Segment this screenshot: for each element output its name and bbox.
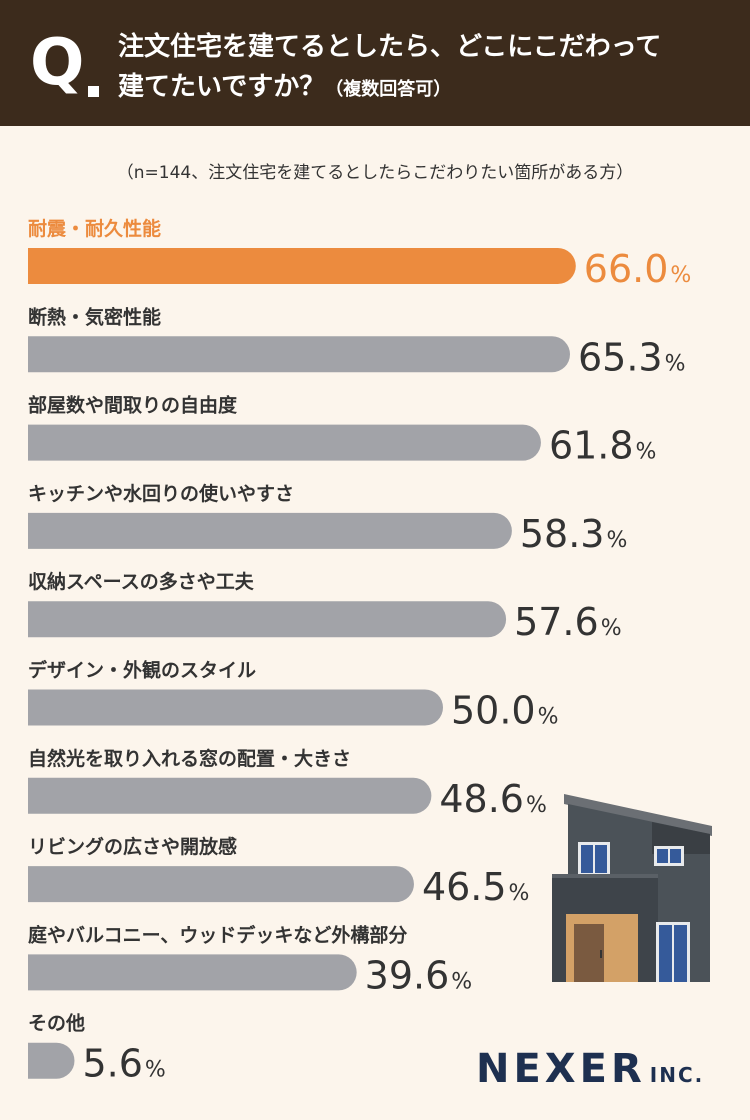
question-header: Q 注文住宅を建てるとしたら、どこにこだわって 建てたいですか？（複数回答可） bbox=[0, 0, 750, 126]
bar bbox=[28, 1042, 75, 1079]
bar-category-label: その他 bbox=[28, 1012, 85, 1035]
bar bbox=[28, 248, 576, 284]
bar-category-label: 断熱・気密性能 bbox=[28, 305, 161, 328]
bar-category-label: リビングの広さや開放感 bbox=[28, 835, 237, 858]
bar-value-label: 57.6% bbox=[514, 600, 622, 644]
bar bbox=[28, 866, 414, 903]
bar-category-label: デザイン・外観のスタイル bbox=[28, 659, 256, 682]
bar bbox=[28, 336, 570, 373]
bar-category-label: 庭やバルコニー、ウッドデッキなど外構部分 bbox=[28, 923, 407, 946]
bar bbox=[28, 424, 541, 461]
bar-value-label: 39.6% bbox=[365, 953, 473, 997]
logo-main: NEXER bbox=[476, 1046, 646, 1092]
bar bbox=[28, 601, 507, 638]
bar-value-label: 61.8% bbox=[549, 424, 657, 468]
bar bbox=[28, 512, 512, 549]
bar-value-label: 66.0% bbox=[584, 247, 692, 291]
bar-category-label: 収納スペースの多さや工夫 bbox=[28, 570, 255, 593]
question-note: （複数回答可） bbox=[325, 79, 452, 100]
bar-category-label: 部屋数や間取りの自由度 bbox=[28, 394, 238, 417]
bar-value-label: 48.6% bbox=[439, 777, 547, 821]
bar-category-label: 自然光を取り入れる窓の配置・大きさ bbox=[28, 747, 351, 770]
bar-category-label: キッチンや水回りの使いやすさ bbox=[28, 483, 294, 505]
logo-suffix: INC. bbox=[649, 1063, 705, 1087]
question-mark: Q bbox=[30, 26, 85, 100]
bar bbox=[28, 954, 357, 991]
bar-value-label: 50.0% bbox=[451, 689, 559, 733]
question-mark-dot bbox=[88, 86, 99, 97]
bar bbox=[28, 689, 443, 726]
bar-value-label: 65.3% bbox=[578, 335, 686, 379]
bar-value-label: 5.6% bbox=[82, 1042, 165, 1086]
house-icon bbox=[552, 794, 712, 982]
bar-value-label: 46.5% bbox=[422, 865, 530, 909]
bar bbox=[28, 777, 432, 814]
sample-note: （n=144、注文住宅を建てるとしたらこだわりたい箇所がある方） bbox=[116, 163, 634, 183]
bar-value-label: 58.3% bbox=[520, 512, 628, 556]
question-text-line1: 注文住宅を建てるとしたら、どこにこだわって bbox=[118, 32, 662, 62]
question-text-main: 建てたいですか？ bbox=[118, 72, 326, 102]
nexer-logo: NEXER INC. bbox=[476, 1046, 704, 1092]
bar-category-label: 耐震・耐久性能 bbox=[28, 217, 161, 240]
question-text-line2: 建てたいですか？（複数回答可） bbox=[118, 70, 451, 107]
